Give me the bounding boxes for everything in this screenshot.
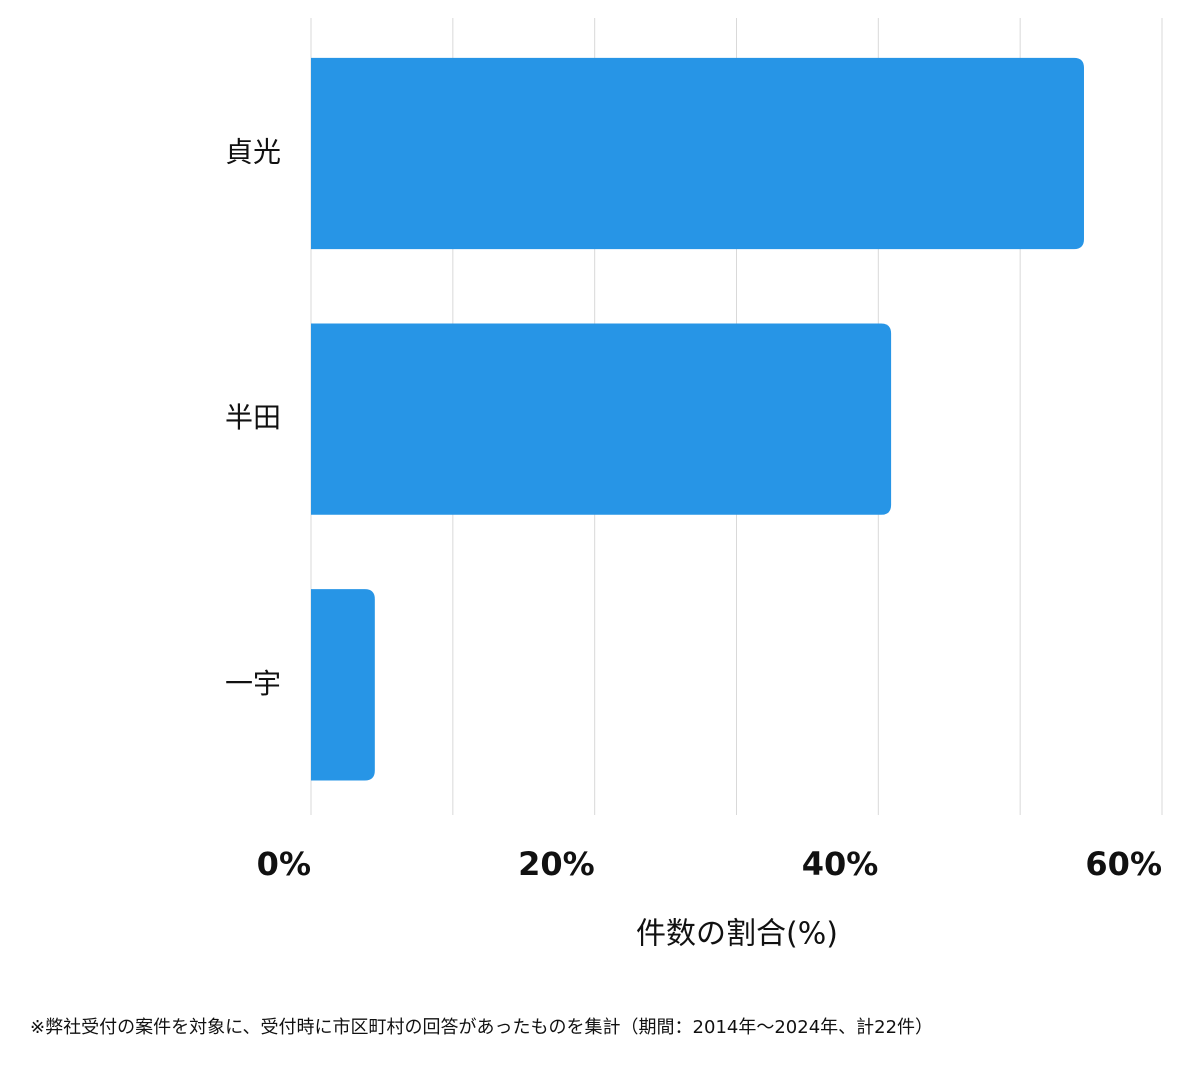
- x-axis-title: 件数の割合(%): [636, 917, 838, 952]
- x-tick-label: 40%: [802, 845, 879, 883]
- x-tick-label: 0%: [257, 845, 311, 883]
- y-tick-label: 半田: [225, 401, 281, 434]
- y-tick-label: 一宇: [225, 667, 281, 700]
- y-tick-label: 貞光: [225, 135, 281, 168]
- bar: [311, 57, 1084, 250]
- x-tick-label: 60%: [1085, 845, 1162, 883]
- bar: [311, 589, 375, 781]
- footnote: ※弊社受付の案件を対象に、受付時に市区町村の回答があったものを集計（期間：201…: [30, 1017, 933, 1038]
- bar: [311, 323, 892, 515]
- x-tick-label: 20%: [518, 845, 595, 883]
